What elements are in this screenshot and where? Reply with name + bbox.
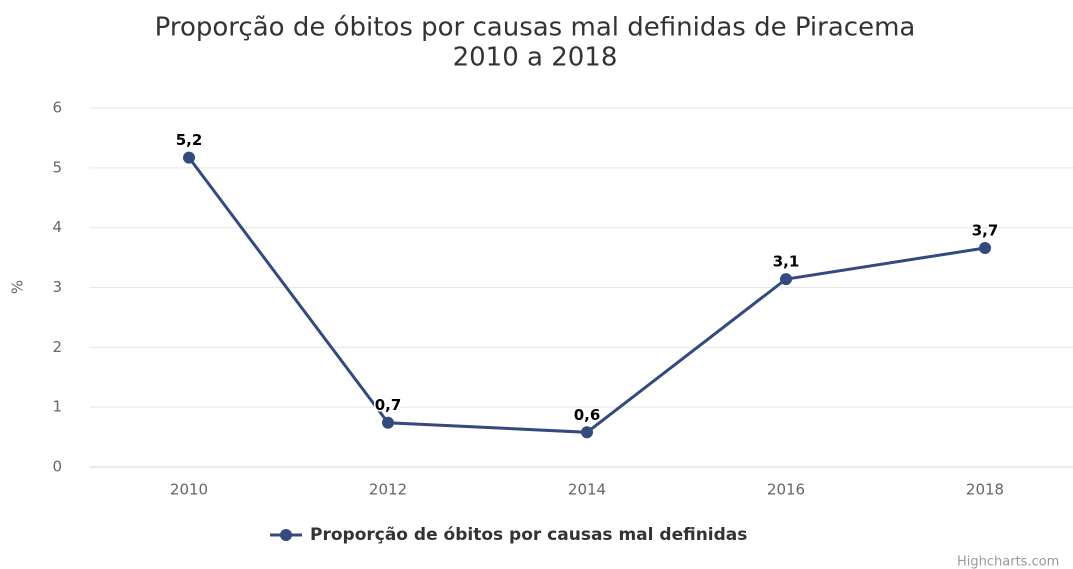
data-label: 3,7 <box>972 222 999 240</box>
data-point <box>382 416 394 429</box>
data-label: 5,2 <box>176 131 203 149</box>
x-tick-label: 2010 <box>170 481 208 499</box>
chart-title: Proporção de óbitos por causas mal defin… <box>155 13 916 43</box>
data-label: 0,7 <box>375 396 402 414</box>
legend-label: Proporção de óbitos por causas mal defin… <box>310 525 747 545</box>
data-point <box>183 151 195 164</box>
data-point <box>979 242 991 255</box>
series-line <box>187 156 986 434</box>
chart-title: 2010 a 2018 <box>453 43 618 73</box>
y-tick-label: 4 <box>52 218 62 236</box>
data-label: 0,6 <box>574 406 601 424</box>
y-tick-label: 1 <box>52 398 62 416</box>
y-tick-label: 6 <box>52 99 62 117</box>
y-tick-label: 5 <box>52 158 62 176</box>
x-tick-label: 2016 <box>767 481 805 499</box>
credits: Highcharts.com <box>957 555 1059 569</box>
y-tick-label: 0 <box>52 458 62 476</box>
data-point <box>581 426 593 439</box>
y-tick-label: 2 <box>52 338 62 356</box>
y-tick-label: 3 <box>52 278 62 296</box>
x-tick-label: 2014 <box>568 481 606 499</box>
x-tick-label: 2018 <box>966 481 1004 499</box>
data-label: 3,1 <box>773 253 800 271</box>
y-axis-label: % <box>9 280 27 294</box>
data-point <box>780 273 792 286</box>
legend-symbol <box>280 529 292 541</box>
x-tick-label: 2012 <box>369 481 407 499</box>
